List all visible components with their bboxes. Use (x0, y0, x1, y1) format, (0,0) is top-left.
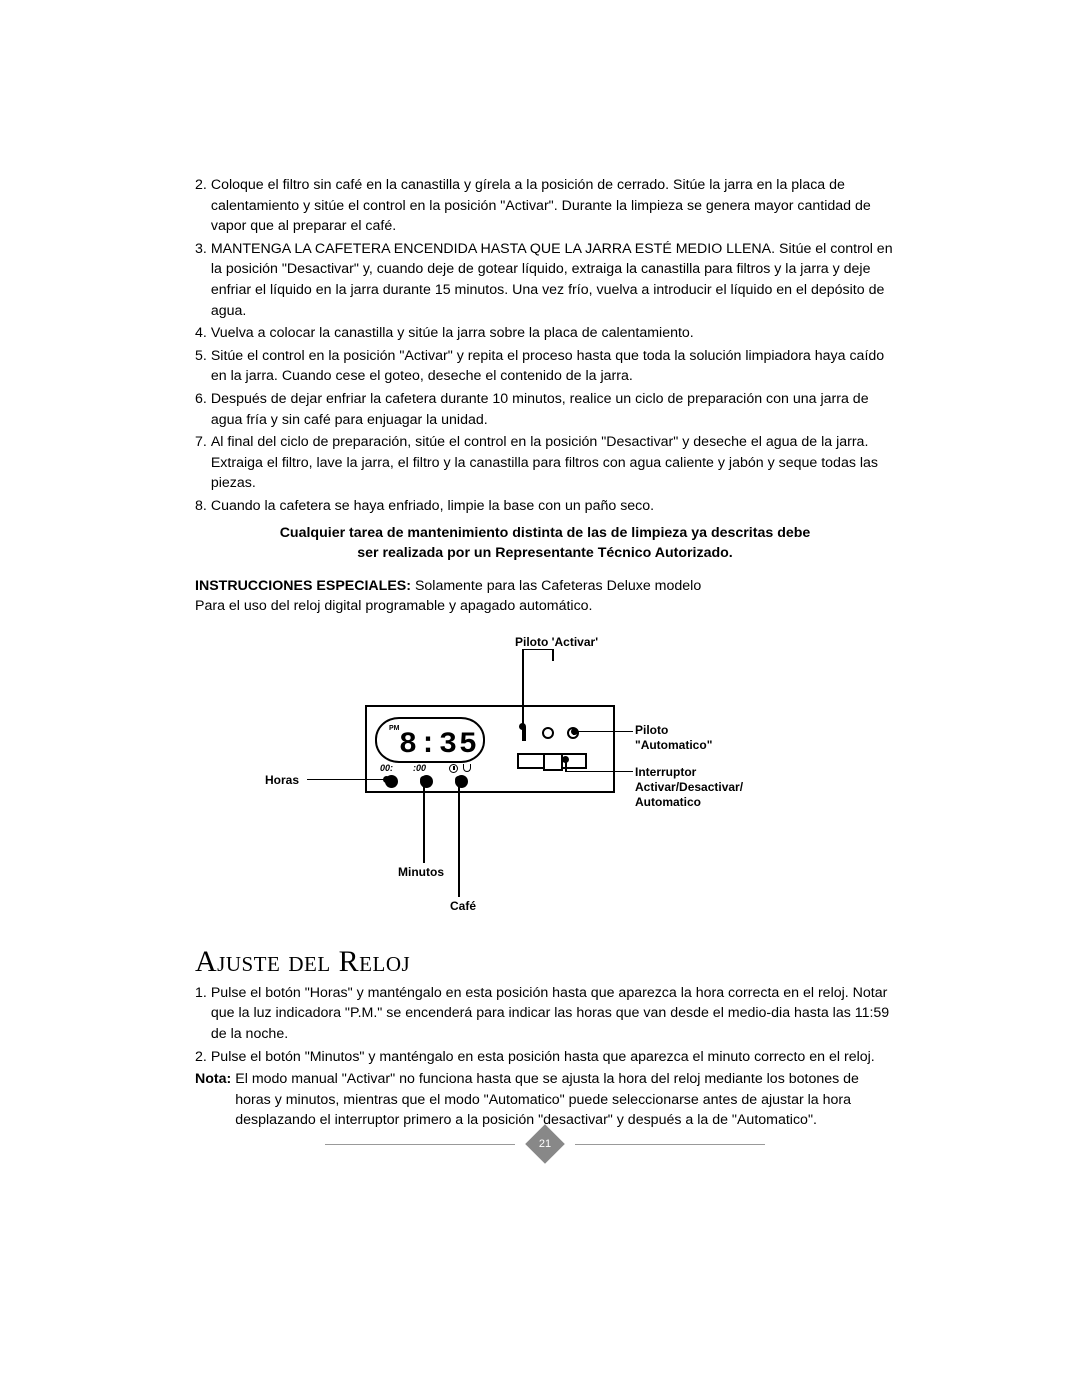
lcd-screen: PM 8:35 (375, 717, 485, 763)
page-content: 2.Coloque el filtro sin café en la canas… (195, 175, 895, 1131)
minutes-button-label: :00 (413, 763, 426, 773)
list-item: 6.Después de dejar enfriar la cafetera d… (195, 389, 895, 430)
time-display: 8:35 (399, 728, 479, 762)
coffee-cup-icon (463, 764, 471, 772)
list-item: 3.MANTENGA LA CAFETERA ENCENDIDA HASTA Q… (195, 239, 895, 321)
list-item: 7.Al final del ciclo de preparación, sit… (195, 432, 895, 494)
list-item: 8.Cuando la cafetera se haya enfriado, l… (195, 496, 895, 517)
nota: Nota: El modo manual "Activar" no funcio… (195, 1069, 895, 1131)
page-footer: 21 (195, 1130, 895, 1160)
list-item: 2.Pulse el botón "Minutos" y manténgalo … (195, 1047, 895, 1068)
control-panel-diagram: Piloto 'Activar' PM 8:35 00: :00 (195, 635, 895, 935)
section-title: Ajuste del Reloj (195, 945, 410, 979)
pm-indicator: PM (389, 725, 400, 732)
hours-button-label: 00: (380, 763, 393, 773)
callout-piloto-activar: Piloto 'Activar' (515, 635, 598, 650)
list-item: 4.Vuelva a colocar la canastilla y sitúe… (195, 323, 895, 344)
callout-horas: Horas (265, 773, 299, 788)
switch-knob (543, 753, 563, 771)
callout-minutos: Minutos (398, 865, 444, 880)
list-item: 1.Pulse el botón "Horas" y manténgalo en… (195, 983, 895, 1045)
clock-icon (449, 764, 458, 773)
page-number: 21 (531, 1130, 559, 1158)
maintenance-warning: Cualquier tarea de mantenimiento distint… (195, 523, 895, 564)
list-item: 5.Sitúe el control en la posición "Activ… (195, 346, 895, 387)
callout-piloto-auto: Piloto "Automatico" (635, 723, 712, 753)
led-icon (542, 727, 554, 739)
mode-switch (517, 753, 587, 769)
callout-cafe: Café (450, 899, 476, 914)
clock-steps: 1.Pulse el botón "Horas" y manténgalo en… (195, 983, 895, 1067)
callout-interruptor: Interruptor Activar/Desactivar/ Automati… (635, 765, 743, 810)
panel-box: PM 8:35 00: :00 (365, 705, 615, 793)
list-item: 2.Coloque el filtro sin café en la canas… (195, 175, 895, 237)
special-instructions: INSTRUCCIONES ESPECIALES: Solamente para… (195, 576, 895, 617)
cleaning-list: 2.Coloque el filtro sin café en la canas… (195, 175, 895, 517)
